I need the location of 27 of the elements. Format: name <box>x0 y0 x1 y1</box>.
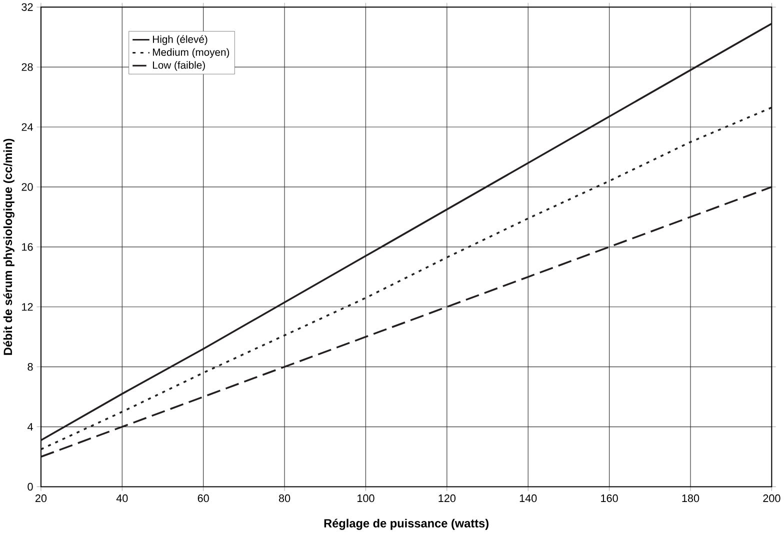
x-tick-label: 140 <box>520 494 537 502</box>
y-axis-title: Débit de sérum physiologique (cc/min) <box>3 138 14 355</box>
x-tick-label: 160 <box>601 494 618 502</box>
x-tick-label: 20 <box>35 494 47 502</box>
y-tick-label: 28 <box>22 63 33 71</box>
line-series <box>40 186 772 458</box>
y-tick-label: 0 <box>28 482 33 490</box>
y-tick-label: 32 <box>22 3 33 11</box>
legend-label: Low (faible) <box>153 61 205 71</box>
x-tick-label: 120 <box>438 494 456 502</box>
y-tick-label: 20 <box>22 183 33 191</box>
y-tick-label: 12 <box>22 303 33 311</box>
x-tick-label: 60 <box>198 494 209 502</box>
legend-label: High (élevé) <box>153 35 208 45</box>
y-tick-label: 24 <box>22 123 33 131</box>
x-tick-label: 100 <box>358 494 374 502</box>
x-tick-label: 180 <box>682 494 700 502</box>
legend-label: Medium (moyen) <box>153 48 230 58</box>
x-tick-label: 200 <box>763 494 780 502</box>
x-tick-label: 80 <box>278 494 290 502</box>
line-series <box>40 106 772 450</box>
x-axis-title: Réglage de puissance (watts) <box>324 518 488 530</box>
line-series <box>40 22 772 442</box>
y-tick-label: 4 <box>27 422 33 430</box>
y-tick-label: 8 <box>28 362 33 371</box>
y-tick-label: 16 <box>22 243 33 251</box>
x-tick-label: 40 <box>116 494 128 502</box>
